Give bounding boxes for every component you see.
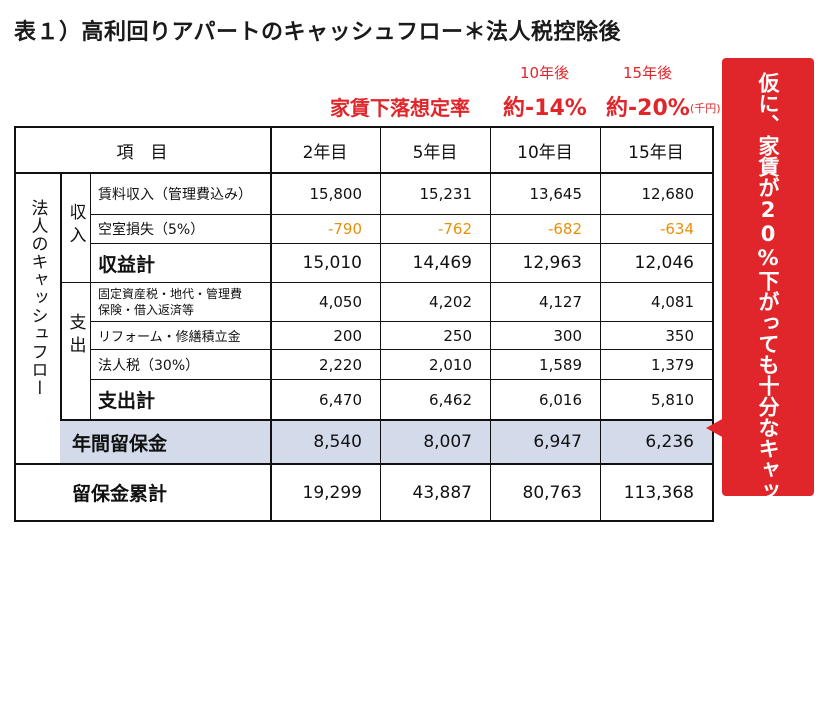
cell-cumulative-year2: 19,299 [302,482,362,503]
cell-annual-year15: 6,236 [645,432,694,452]
row-label-rent: 賃料収入（管理費込み） [98,187,252,203]
cell-expense-total-year2: 6,470 [319,390,362,409]
cell-fixed-year10: 4,127 [539,293,582,311]
col-divider [270,126,272,522]
column-header-year10: 10年目 [517,142,573,163]
row-divider [90,349,714,350]
row-divider [90,321,714,322]
cell-corp-tax-year5: 2,010 [429,355,472,374]
cell-reform-year15: 350 [665,326,694,345]
row-label-vacancy: 空室損失（5%） [98,222,205,238]
row-label-fixed-costs-line2: 保険・借入返済等 [98,303,195,317]
cell-annual-year2: 8,540 [313,432,362,452]
row-label-fixed-costs-line1: 固定資産税・地代・管理費 [98,287,243,301]
side-label-expense: 支出 [65,313,86,359]
row-divider [14,463,714,465]
cashflow-table: 項 目 2年目 5年目 10年目 15年目 法人のキャッシュフロー 収入 支出 … [14,126,714,522]
rent-drop-label: 家賃下落想定率 [330,96,470,120]
callout-text: 仮に、家賃が20%下がっても十分なキャッシュフローが見込める [756,72,780,711]
cell-reform-year10: 300 [553,326,582,345]
col-divider [380,126,381,522]
side-label-income: 収入 [65,203,86,249]
row-divider [60,282,714,283]
cell-fixed-year5: 4,202 [429,293,472,311]
cell-rent-year15: 12,680 [641,185,695,203]
row-divider [60,419,714,421]
cell-rent-year2: 15,800 [309,185,363,203]
callout-box: 仮に、家賃が20%下がっても十分なキャッシュフローが見込める [722,58,814,711]
table-border-left [14,126,16,522]
cell-annual-year5: 8,007 [423,432,472,452]
year15-caption: 15年後 [623,64,673,82]
row-label-expense-total: 支出計 [98,390,156,412]
col-divider [90,282,91,419]
cell-income-total-year15: 12,046 [634,253,694,273]
row-label-fixed-costs: 固定資産税・地代・管理費 保険・借入返済等 [98,283,270,321]
cell-expense-total-year10: 6,016 [539,390,582,409]
col-divider [60,172,62,421]
page-title: 表１）高利回りアパートのキャッシュフロー＊法人税控除後 [14,20,622,45]
table-border-right [712,126,714,522]
row-label-reform: リフォーム・修繕積立金 [98,330,241,345]
row-label-cumulative: 留保金累計 [72,483,168,505]
rate-10-year: 約-14% [503,96,587,121]
col-divider [600,126,601,522]
cell-rent-year10: 13,645 [529,185,583,203]
cell-vacancy-year2: -790 [327,220,362,238]
cell-reform-year2: 200 [333,326,362,345]
header-divider [14,172,714,174]
table-border-bottom [14,520,714,522]
cell-rent-year5: 15,231 [419,185,473,203]
row-divider [90,243,714,244]
cell-annual-year10: 6,947 [533,432,582,452]
cell-vacancy-year15: -634 [659,220,694,238]
col-divider [490,126,491,522]
cell-expense-total-year15: 5,810 [651,390,694,409]
cell-vacancy-year10: -682 [547,220,582,238]
annual-row-highlight [60,419,714,463]
row-label-income-total: 収益計 [98,253,156,276]
cell-corp-tax-year10: 1,589 [539,355,582,374]
callout-pointer [706,418,724,438]
cell-cumulative-year5: 43,887 [412,482,472,503]
cell-vacancy-year5: -762 [437,220,472,238]
rate-15-year: 約-20% [606,96,690,121]
table-border-top [14,126,714,128]
cell-income-total-year2: 15,010 [302,253,362,273]
column-header-year5: 5年目 [412,142,458,163]
row-label-corporate-tax: 法人税（30%） [98,357,200,374]
cell-reform-year5: 250 [443,326,472,345]
cell-fixed-year15: 4,081 [651,293,694,311]
year10-caption: 10年後 [520,64,570,82]
cell-corp-tax-year2: 2,220 [319,355,362,374]
cell-corp-tax-year15: 1,379 [651,355,694,374]
column-header-year2: 2年目 [302,142,348,163]
row-label-annual-retained: 年間留保金 [72,432,168,455]
cell-fixed-year2: 4,050 [319,293,362,311]
cell-cumulative-year15: 113,368 [623,482,694,503]
cell-income-total-year10: 12,963 [522,253,582,273]
unit-label: (千円) [690,102,721,115]
cell-cumulative-year10: 80,763 [522,482,582,503]
col-divider [90,172,91,282]
side-label-corporate-cashflow: 法人のキャッシュフロー [27,199,48,397]
column-header-item: 項 目 [116,142,168,163]
row-divider [90,379,714,380]
column-header-year15: 15年目 [628,142,684,163]
row-divider [90,214,714,215]
cell-income-total-year5: 14,469 [412,253,472,273]
cell-expense-total-year5: 6,462 [429,390,472,409]
